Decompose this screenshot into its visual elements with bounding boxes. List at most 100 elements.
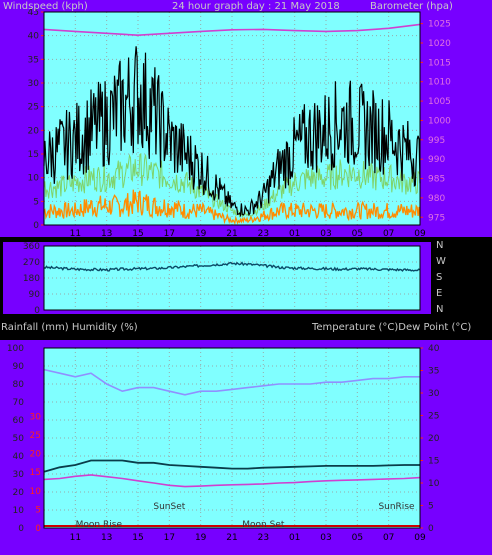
y-left-tick-label: 60	[13, 416, 25, 426]
y-left-tick-label: 20	[13, 488, 25, 498]
y-left-tick-label: 70	[13, 398, 25, 408]
y-right-tick-label: 25	[428, 412, 439, 422]
x-tick-label: 05	[352, 533, 363, 543]
x-tick-label: 13	[101, 229, 112, 239]
y-left-tick-label: 50	[13, 434, 25, 444]
x-tick-label: 01	[289, 229, 300, 239]
y-tick-label: 360	[23, 242, 40, 252]
plot-border	[43, 245, 421, 311]
y-right-tick-label: 35	[428, 367, 439, 377]
y-left-tick-label: 40	[28, 32, 40, 42]
y-right-tick-label: 1015	[428, 58, 451, 68]
y-left-tick-label: 15	[28, 150, 39, 160]
x-tick-label: 09	[414, 533, 426, 543]
wind-title: 24 hour graph day : 21 May 2018	[172, 1, 340, 12]
x-tick-label: 01	[289, 533, 300, 543]
y-right-tick-label: 1005	[428, 97, 451, 107]
y-left-tick-label: 25	[28, 103, 39, 113]
gust-series-line	[43, 46, 421, 218]
y-right-tick-label: 20	[428, 434, 440, 444]
y-left-tick-label: 10	[13, 506, 25, 516]
y-left-tick-label: 10	[28, 174, 40, 184]
y-rain-tick-label: 20	[30, 450, 42, 460]
y-rain-tick-label: 10	[30, 487, 42, 497]
temperature-series-line	[43, 459, 420, 473]
x-tick-label: 19	[195, 229, 207, 239]
compass-label: N	[436, 304, 443, 315]
event-annotation: Moon Rise	[76, 520, 123, 530]
x-tick-label: 23	[258, 533, 269, 543]
plot-border	[43, 347, 421, 529]
x-tick-label: 03	[320, 229, 331, 239]
avg-series-line	[43, 152, 421, 218]
y-right-tick-label: 1000	[428, 116, 451, 126]
y-right-tick-label: 1020	[428, 39, 451, 49]
y-right-tick-label: 980	[428, 194, 445, 204]
x-tick-label: 13	[101, 533, 112, 543]
thermo-ylabel-right: Temperature (°C)Dew Point (°C)	[311, 322, 471, 333]
x-tick-label: 17	[164, 229, 175, 239]
y-right-tick-label: 40	[428, 344, 440, 354]
event-annotation: SunRise	[378, 502, 415, 512]
plot-border	[43, 11, 421, 226]
y-right-tick-label: 985	[428, 175, 445, 185]
y-right-tick-label: 990	[428, 155, 445, 165]
humidity-series-line	[43, 368, 420, 396]
x-tick-label: 09	[414, 229, 426, 239]
y-rain-tick-label: 0	[35, 524, 41, 534]
y-right-tick-label: 975	[428, 213, 445, 223]
y-rain-tick-label: 5	[35, 505, 41, 515]
wind-plot-area	[44, 12, 420, 225]
wind-ylabel-right: Barometer (hpa)	[370, 1, 453, 12]
compass-label: W	[436, 256, 446, 267]
x-tick-label: 03	[320, 533, 331, 543]
y-left-tick-label: 0	[33, 221, 39, 231]
y-rain-tick-label: 30	[30, 412, 42, 422]
y-right-tick-label: 15	[428, 457, 439, 467]
x-tick-label: 07	[383, 229, 394, 239]
y-rain-tick-label: 25	[30, 431, 41, 441]
x-tick-label: 05	[352, 229, 363, 239]
y-tick-label: 0	[34, 306, 40, 316]
y-right-tick-label: 30	[428, 389, 440, 399]
y-left-tick-label: 30	[13, 470, 25, 480]
y-right-tick-label: 1025	[428, 20, 451, 30]
y-tick-label: 90	[29, 290, 41, 300]
y-left-tick-label: 5	[33, 197, 39, 207]
x-tick-label: 21	[226, 229, 237, 239]
y-left-tick-label: 80	[13, 380, 25, 390]
y-right-tick-label: 1010	[428, 78, 451, 88]
x-tick-label: 19	[195, 533, 207, 543]
y-left-tick-label: 35	[28, 55, 39, 65]
y-left-tick-label: 100	[7, 344, 24, 354]
y-left-tick-label: 45	[28, 8, 39, 18]
x-tick-label: 07	[383, 533, 394, 543]
compass-label: N	[436, 240, 443, 251]
x-tick-label: 15	[132, 229, 143, 239]
y-rain-tick-label: 15	[30, 468, 41, 478]
y-right-tick-label: 995	[428, 136, 445, 146]
compass-label: S	[436, 272, 442, 283]
compass-label: E	[436, 288, 442, 299]
event-annotation: Moon Set	[242, 520, 285, 530]
y-left-tick-label: 20	[28, 126, 40, 136]
wind-ylabel-left: Windspeed (kph)	[3, 1, 88, 12]
x-tick-label: 15	[132, 533, 143, 543]
x-tick-label: 11	[70, 229, 81, 239]
y-left-tick-label: 0	[18, 524, 24, 534]
x-tick-label: 23	[258, 229, 269, 239]
y-left-tick-label: 40	[13, 452, 25, 462]
x-tick-label: 21	[226, 533, 237, 543]
y-tick-label: 270	[23, 258, 40, 268]
dewpoint-series-line	[43, 474, 421, 488]
windrun-series-line	[43, 189, 421, 225]
y-right-tick-label: 0	[428, 524, 434, 534]
y-left-tick-label: 30	[28, 79, 40, 89]
barometer-series-line	[43, 23, 421, 37]
y-left-tick-label: 90	[13, 362, 25, 372]
y-right-tick-label: 5	[428, 502, 434, 512]
direction-series-line	[43, 261, 421, 272]
y-right-tick-label: 10	[428, 479, 440, 489]
x-tick-label: 11	[70, 533, 81, 543]
